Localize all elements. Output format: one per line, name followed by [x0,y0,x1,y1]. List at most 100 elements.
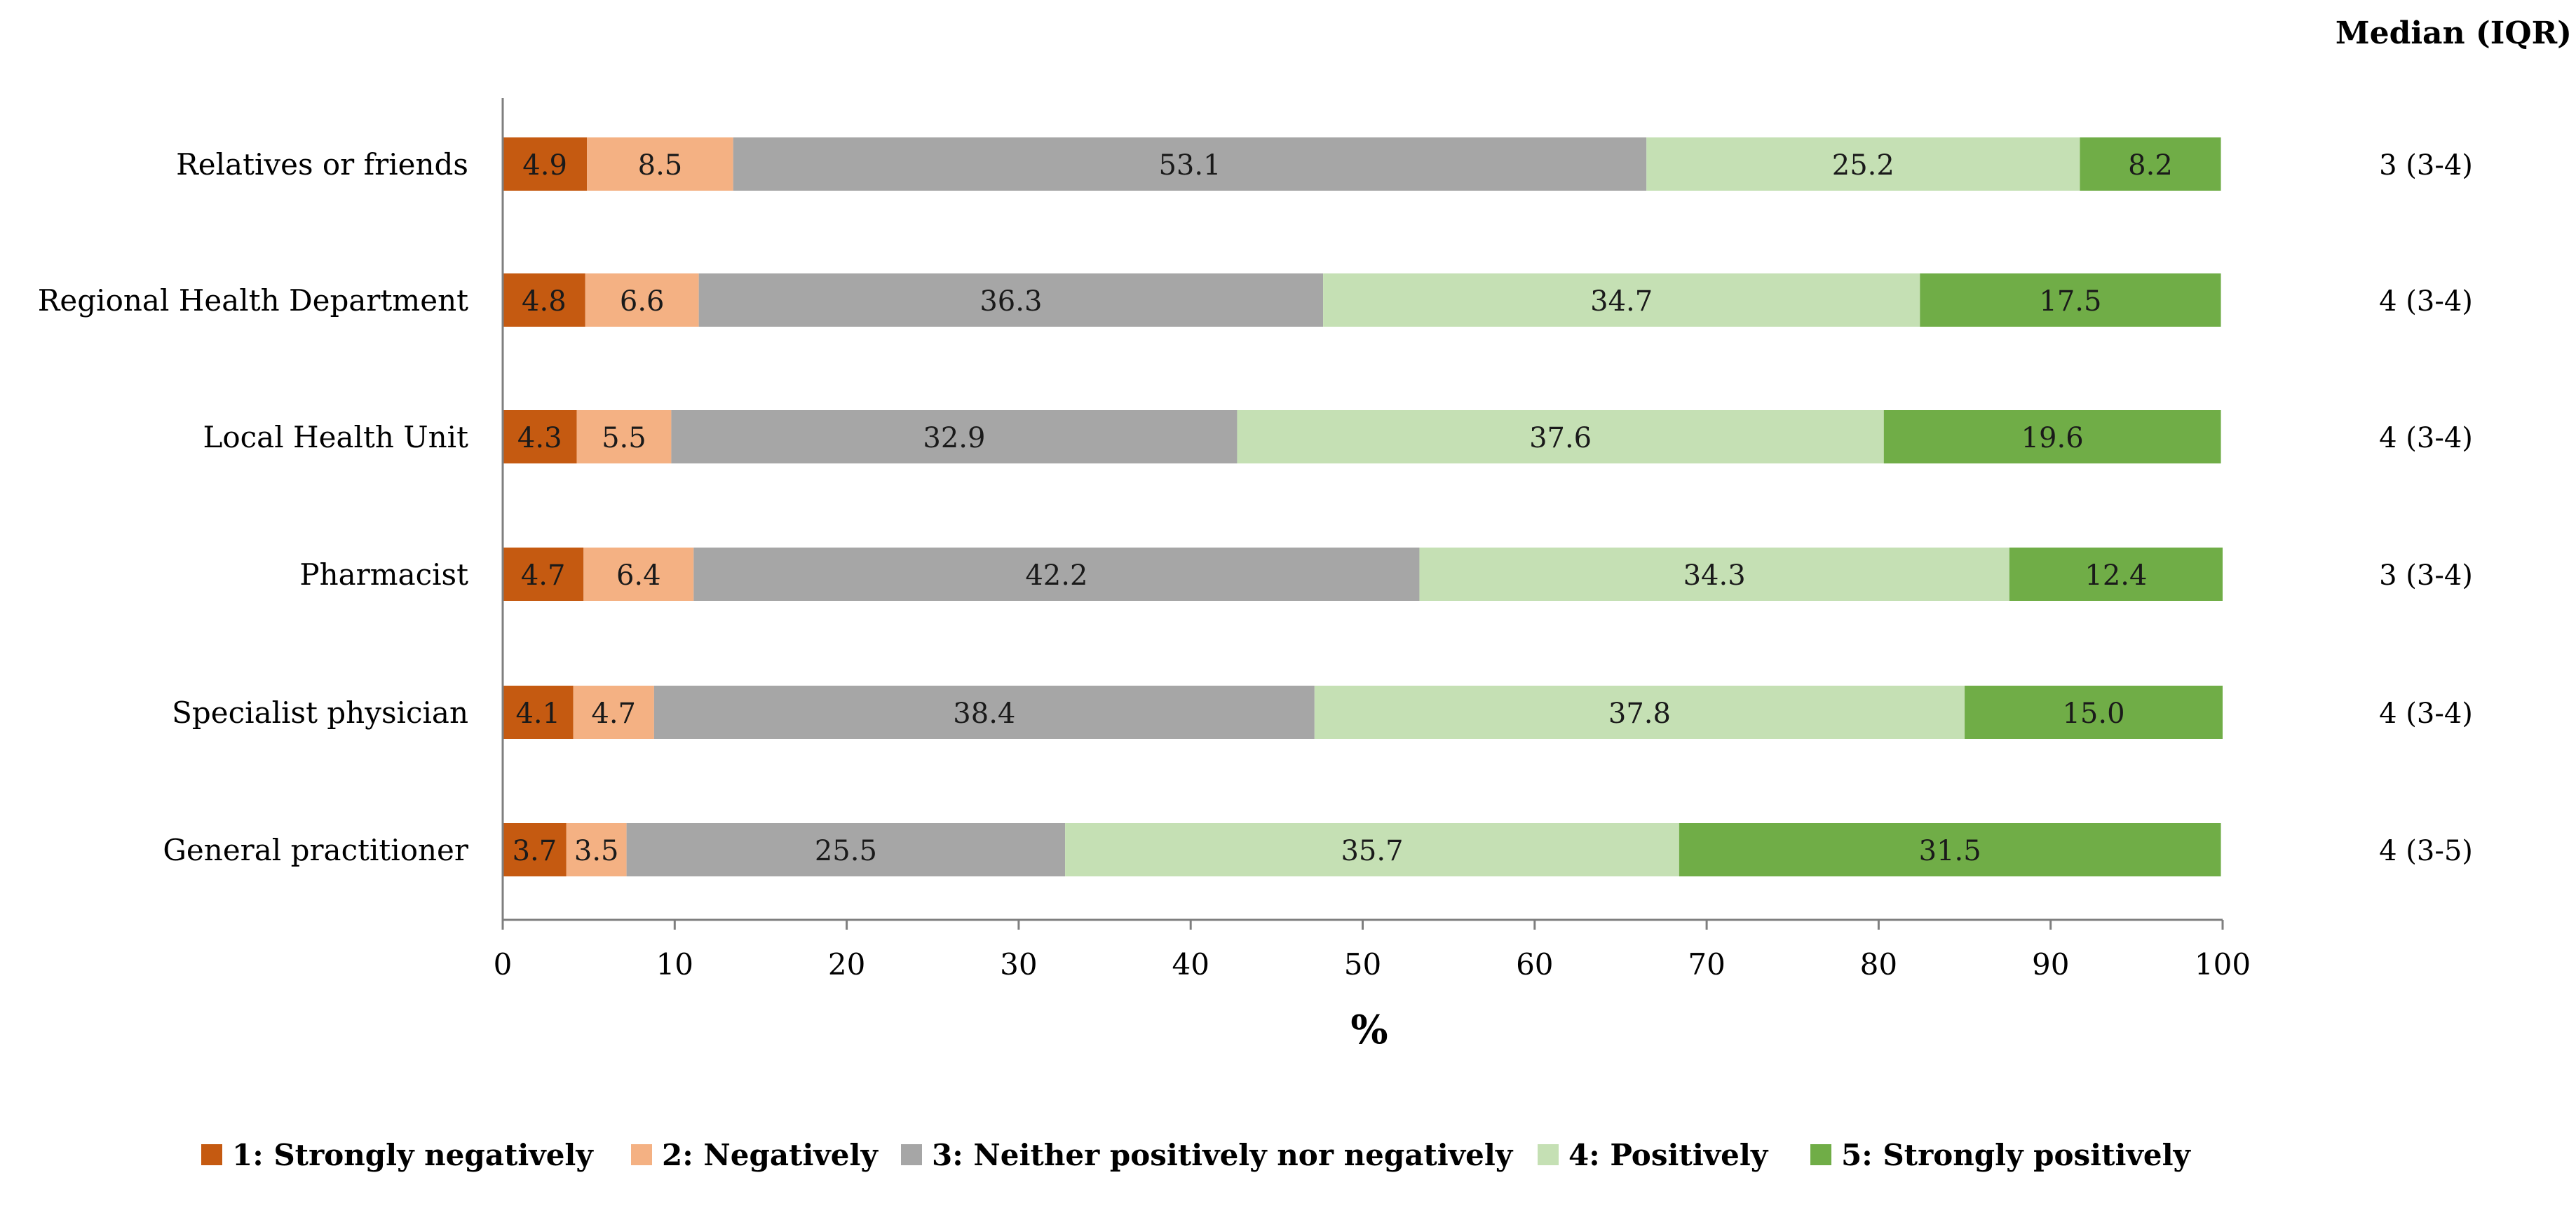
median-value: 3 (3-4) [2379,559,2473,592]
data-label: 37.8 [1608,698,1671,730]
x-tick-label: 80 [1860,947,1897,982]
legend-swatch [1538,1144,1559,1165]
x-tick-label: 30 [1000,947,1037,982]
legend: 1: Strongly negatively 2: Negatively 3: Ne… [201,1138,2192,1172]
bar-segment [1883,410,2221,463]
data-label: 4.3 [517,422,562,454]
bar-segment [693,548,1420,601]
data-label: 34.3 [1683,559,1746,592]
bar-segment [2009,548,2223,601]
data-label: 6.4 [616,559,661,592]
data-label: 4.8 [522,285,567,318]
bar-segment [1323,273,1920,327]
x-tick-label: 60 [1516,947,1553,982]
bar-segment [503,137,588,191]
x-tick-label: 0 [494,947,513,982]
median-value: 4 (3-4) [2379,285,2473,318]
data-label: 36.3 [979,285,1042,318]
data-label: 4.9 [522,149,567,182]
bar-segment [503,410,577,463]
data-label: 19.6 [2021,422,2084,454]
median-value: 3 (3-4) [2379,149,2473,182]
data-label: 15.0 [2062,698,2124,730]
category-label: Pharmacist [299,557,468,592]
data-label: 34.7 [1590,285,1653,318]
bar-segment [1646,137,2080,191]
x-tick-label: 20 [828,947,865,982]
bars-layer: 4.9 8.5 53.1 25.2 8.2 4.8 6.6 36.3 34.7 17.5 4.3 5.… [503,137,2223,876]
data-label: 32.9 [923,422,985,454]
data-label: 4.7 [591,698,636,730]
bar-segment [585,273,699,327]
bar-segment [576,410,672,463]
data-label: 3.7 [513,835,557,867]
median-value: 4 (3-4) [2379,698,2473,730]
bar-segment [1419,548,2009,601]
bar-segment [1965,686,2223,739]
bar-segment [573,686,654,739]
category-label: Specialist physician [172,695,468,730]
x-tick-label: 40 [1172,947,1209,982]
data-label: 8.2 [2128,149,2173,182]
data-label: 4.7 [521,559,566,592]
legend-swatch [201,1144,222,1165]
x-tick-label: 50 [1344,947,1381,982]
data-label: 25.5 [815,835,877,867]
legend-label: 1: Strongly negatively [232,1138,594,1172]
data-label: 3.5 [574,835,619,867]
median-value: 4 (3-4) [2379,422,2473,454]
bar-segment [1065,823,1679,876]
data-label: 12.4 [2084,559,2147,592]
legend-label: 5: Strongly positively [1841,1138,2192,1172]
legend-label: 3: Neither positively nor negatively [932,1138,1514,1172]
x-axis: 0 10 20 30 40 50 60 70 80 90 100 [494,98,2251,982]
data-label: 6.6 [620,285,665,318]
data-label: 5.5 [602,422,646,454]
legend-label: 2: Negatively [662,1138,879,1172]
bar-segment [698,273,1324,327]
category-label: Regional Health Department [38,283,468,318]
legend-swatch [901,1144,922,1165]
data-label: 53.1 [1158,149,1221,182]
x-axis-label: % [1350,1007,1388,1053]
bar-segment [1920,273,2221,327]
category-labels: Relatives or friends Regional Health Depa… [38,147,469,867]
bar-segment [503,823,567,876]
data-label: 42.2 [1025,559,1087,592]
data-label: 17.5 [2039,285,2101,318]
legend-swatch [1810,1144,1831,1165]
x-tick-label: 10 [656,947,693,982]
category-label: Local Health Unit [203,420,468,454]
data-label: 35.7 [1341,835,1403,867]
x-tick-label: 70 [1688,947,1725,982]
bar-segment [1237,410,1884,463]
bar-segment [733,137,1647,191]
data-label: 31.5 [1919,835,1981,867]
data-label: 8.5 [638,149,683,182]
bar-segment [653,686,1315,739]
median-column: Median (IQR) 3 (3-4) 4 (3-4) 4 (3-4) 3 (3-4… [2336,15,2572,867]
median-value: 4 (3-5) [2379,835,2473,867]
bar-segment [566,823,627,876]
legend-label: 4: Positively [1568,1138,1769,1172]
bar-segment [626,823,1066,876]
bar-segment [503,273,585,327]
data-label: 4.1 [515,698,560,730]
median-header: Median (IQR) [2336,15,2572,51]
legend-swatch [631,1144,652,1165]
category-label: General practitioner [163,833,469,867]
data-label: 37.6 [1529,422,1592,454]
bar-segment [2080,137,2221,191]
bar-segment [1679,823,2221,876]
x-tick-label: 90 [2032,947,2069,982]
bar-segment [671,410,1238,463]
bar-segment [1314,686,1965,739]
bar-segment [503,548,584,601]
data-label: 38.4 [953,698,1015,730]
data-label: 25.2 [1832,149,1894,182]
bar-segment [503,686,574,739]
category-label: Relatives or friends [176,147,468,182]
bar-segment [587,137,733,191]
